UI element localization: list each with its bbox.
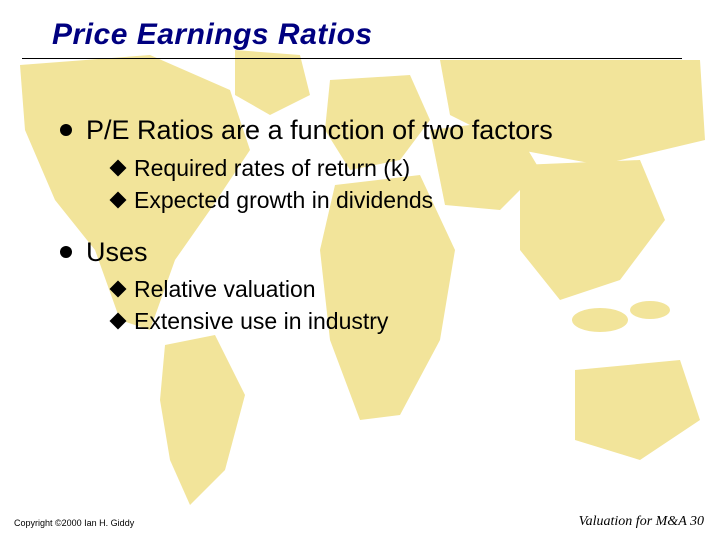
bullet-l1-text: Uses [86,236,148,270]
bullet-diamond-icon [110,281,127,298]
bullet-l1-text: P/E Ratios are a function of two factors [86,114,553,148]
bullet-l2-text: Relative valuation [134,275,316,305]
bullet-l2: Extensive use in industry [112,307,680,337]
bullet-l2-text: Required rates of return (k) [134,154,410,184]
bullet-l2-text: Extensive use in industry [134,307,388,337]
bullet-l1: Uses [60,236,680,270]
bullet-dot-icon [60,124,72,136]
bullet-diamond-icon [110,313,127,330]
footer-right: Valuation for M&A 30 [579,514,704,530]
bullet-l1: P/E Ratios are a function of two factors [60,114,680,148]
bullet-l2: Relative valuation [112,275,680,305]
sublist: Required rates of return (k) Expected gr… [112,154,680,216]
bullet-l2: Required rates of return (k) [112,154,680,184]
title-block: Price Earnings Ratios [52,18,680,59]
footer-copyright: Copyright ©2000 Ian H. Giddy [14,518,134,528]
footer-right-prefix: Valuation for M&A [579,514,690,529]
bullet-diamond-icon [110,159,127,176]
slide: Price Earnings Ratios P/E Ratios are a f… [0,0,720,540]
bullet-l2: Expected growth in dividends [112,186,680,216]
slide-title: Price Earnings Ratios [52,18,680,52]
sublist: Relative valuation Extensive use in indu… [112,275,680,337]
bullet-diamond-icon [110,191,127,208]
bullet-l2-text: Expected growth in dividends [134,186,433,216]
body: P/E Ratios are a function of two factors… [60,110,680,339]
bullet-dot-icon [60,246,72,258]
title-underline [22,58,682,59]
footer-page-number: 30 [690,514,704,529]
